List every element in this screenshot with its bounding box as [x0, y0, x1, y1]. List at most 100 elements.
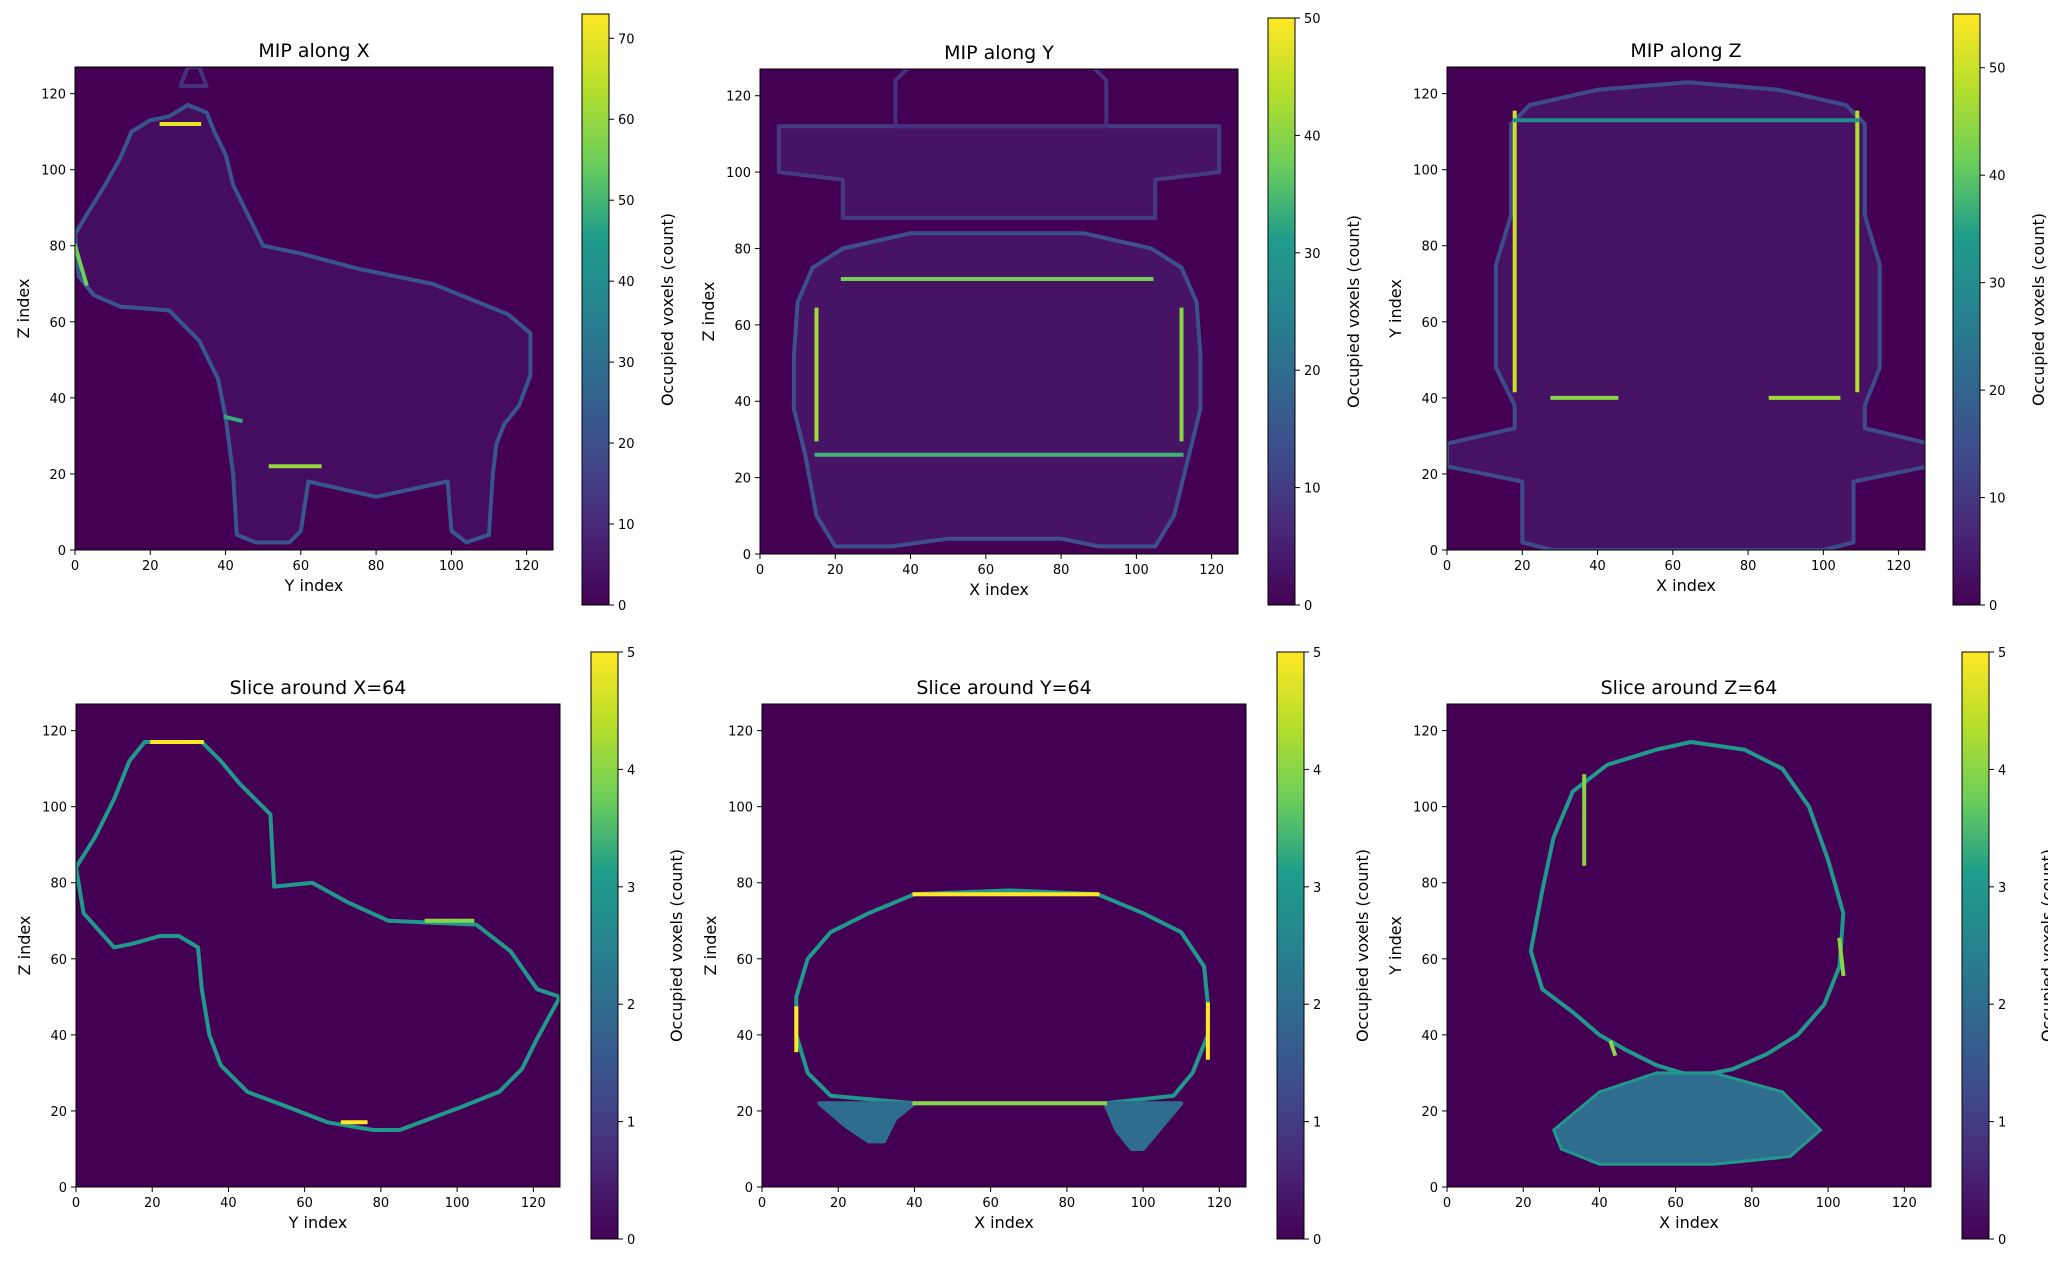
- y-tick-label: 100: [726, 166, 751, 181]
- panel-4: Slice around X=640 20 40 60 80 100 12002040608…: [15, 646, 686, 1248]
- colorbar-tick-label: 0: [1304, 599, 1312, 614]
- x-tick-label: 0: [758, 1196, 766, 1211]
- region-fill: [778, 126, 1220, 218]
- colorbar-tick-label: 20: [1989, 384, 2006, 399]
- region-blob: [1551, 1071, 1823, 1166]
- y-tick-label: 100: [728, 801, 753, 816]
- colorbar-tick-label: 1: [1313, 1116, 1321, 1131]
- x-tick-label: 40: [906, 1196, 923, 1211]
- y-tick-label: 120: [728, 725, 753, 740]
- colorbar-tick-label: 0: [1989, 599, 1997, 614]
- colorbar: 0 10 20 30 40 50 Occupied voxels (count): [1952, 13, 2048, 614]
- y-tick-label: 80: [1421, 240, 1438, 255]
- colorbar-tick-label: 4: [627, 763, 635, 778]
- y-tick-label: 120: [1413, 88, 1438, 103]
- x-axis-label: X index: [974, 1213, 1034, 1232]
- x-tick-label: 60: [1665, 559, 1682, 574]
- y-axis-label: Z index: [15, 916, 34, 976]
- x-tick-label: 20: [830, 1196, 847, 1211]
- panel-title: MIP along X: [258, 40, 369, 62]
- x-tick-label: 80: [1059, 1196, 1076, 1211]
- x-tick-label: 20: [1515, 1196, 1532, 1211]
- y-tick-label: 80: [50, 877, 67, 892]
- colorbar-gradient: [590, 651, 619, 1240]
- y-tick-label: 20: [49, 468, 66, 483]
- colorbar-tick-label: 5: [1998, 646, 2006, 661]
- colorbar-gradient: [1267, 17, 1296, 606]
- highlight-segment: [1608, 1039, 1618, 1057]
- x-tick-label: 80: [373, 1196, 390, 1211]
- colorbar: 0 1 2 3 4 5 Occupied voxels (count): [1276, 646, 1372, 1248]
- colorbar-label: Occupied voxels (count): [1353, 849, 1372, 1042]
- colorbar-tick-label: 0: [627, 1233, 635, 1248]
- panel-1: MIP along X0 20 40 60 80 100 12002040608010012…: [14, 13, 677, 614]
- x-tick-label: 40: [220, 1196, 237, 1211]
- panel-title: Slice around Y=64: [916, 677, 1091, 699]
- x-tick-label: 80: [368, 559, 385, 574]
- x-tick-label: 20: [1514, 559, 1531, 574]
- heatmap-content: [1447, 80, 1925, 550]
- y-tick-label: 120: [1413, 725, 1438, 740]
- x-tick-label: 80: [1744, 1196, 1761, 1211]
- x-axis-label: Y index: [284, 576, 344, 595]
- colorbar-tick-label: 3: [1998, 881, 2006, 896]
- highlight-segment: [75, 243, 89, 287]
- panel-title: MIP along Z: [1630, 40, 1741, 62]
- x-tick-label: 0: [72, 1196, 80, 1211]
- x-tick-label: 120: [1892, 1196, 1917, 1211]
- y-tick-label: 0: [1430, 1181, 1438, 1196]
- x-tick-label: 60: [1667, 1196, 1684, 1211]
- y-tick-label: 120: [41, 88, 66, 103]
- y-axis-label: Y index: [1386, 916, 1405, 976]
- colorbar-tick-label: 4: [1313, 763, 1321, 778]
- x-tick-label: 100: [1124, 563, 1149, 578]
- y-axis-label: Z index: [701, 916, 720, 976]
- colorbar-tick-label: 50: [1989, 62, 2006, 77]
- x-tick-label: 120: [1886, 559, 1911, 574]
- colorbar-tick-label: 10: [618, 518, 635, 533]
- colorbar-label: Occupied voxels (count): [1344, 215, 1363, 408]
- y-tick-label: 0: [745, 1181, 753, 1196]
- x-tick-label: 60: [293, 559, 310, 574]
- plot-area: [76, 704, 560, 1187]
- colorbar-tick-label: 3: [627, 881, 635, 896]
- y-tick-label: 40: [736, 1029, 753, 1044]
- region-outline: [776, 124, 1222, 220]
- region-fill: [1447, 82, 1925, 550]
- x-tick-label: 100: [1131, 1196, 1156, 1211]
- colorbar: 0 10 20 30 40 50 Occupied voxels (count): [1267, 12, 1363, 614]
- colorbar-tick-label: 2: [627, 998, 635, 1013]
- region-outline: [76, 740, 560, 1132]
- region-outline: [893, 69, 1109, 129]
- highlight-segment: [223, 414, 244, 424]
- x-tick-label: 0: [1443, 559, 1451, 574]
- x-tick-label: 80: [1053, 563, 1070, 578]
- x-tick-label: 120: [1199, 563, 1224, 578]
- y-tick-label: 40: [49, 392, 66, 407]
- y-tick-label: 120: [42, 725, 67, 740]
- colorbar-tick-label: 40: [1989, 169, 2006, 184]
- colorbar-tick-label: 5: [1313, 646, 1321, 661]
- axes-frame: [1446, 66, 1926, 551]
- x-tick-label: 60: [296, 1196, 313, 1211]
- colorbar-tick-label: 0: [1998, 1233, 2006, 1248]
- colorbar-tick-label: 20: [618, 437, 635, 452]
- x-tick-label: 0: [756, 563, 764, 578]
- y-tick-label: 0: [743, 548, 751, 563]
- x-tick-label: 60: [982, 1196, 999, 1211]
- colorbar-tick-label: 5: [627, 646, 635, 661]
- region-outline: [791, 231, 1203, 549]
- y-tick-label: 20: [736, 1105, 753, 1120]
- x-tick-label: 40: [217, 559, 234, 574]
- colorbar: 0 1 2 3 4 5 Occupied voxels (count): [590, 646, 686, 1248]
- y-tick-label: 120: [726, 90, 751, 105]
- region-outline: [1103, 1101, 1184, 1151]
- x-tick-label: 40: [902, 563, 919, 578]
- panel-5: Slice around Y=640 20 40 60 80 100 12002040608…: [701, 646, 1372, 1248]
- x-tick-label: 80: [1740, 559, 1757, 574]
- colorbar-label: Occupied voxels (count): [667, 849, 686, 1042]
- colorbar-tick-label: 20: [1304, 364, 1321, 379]
- colorbar-gradient: [581, 13, 610, 606]
- colorbar-tick-label: 30: [1304, 247, 1321, 262]
